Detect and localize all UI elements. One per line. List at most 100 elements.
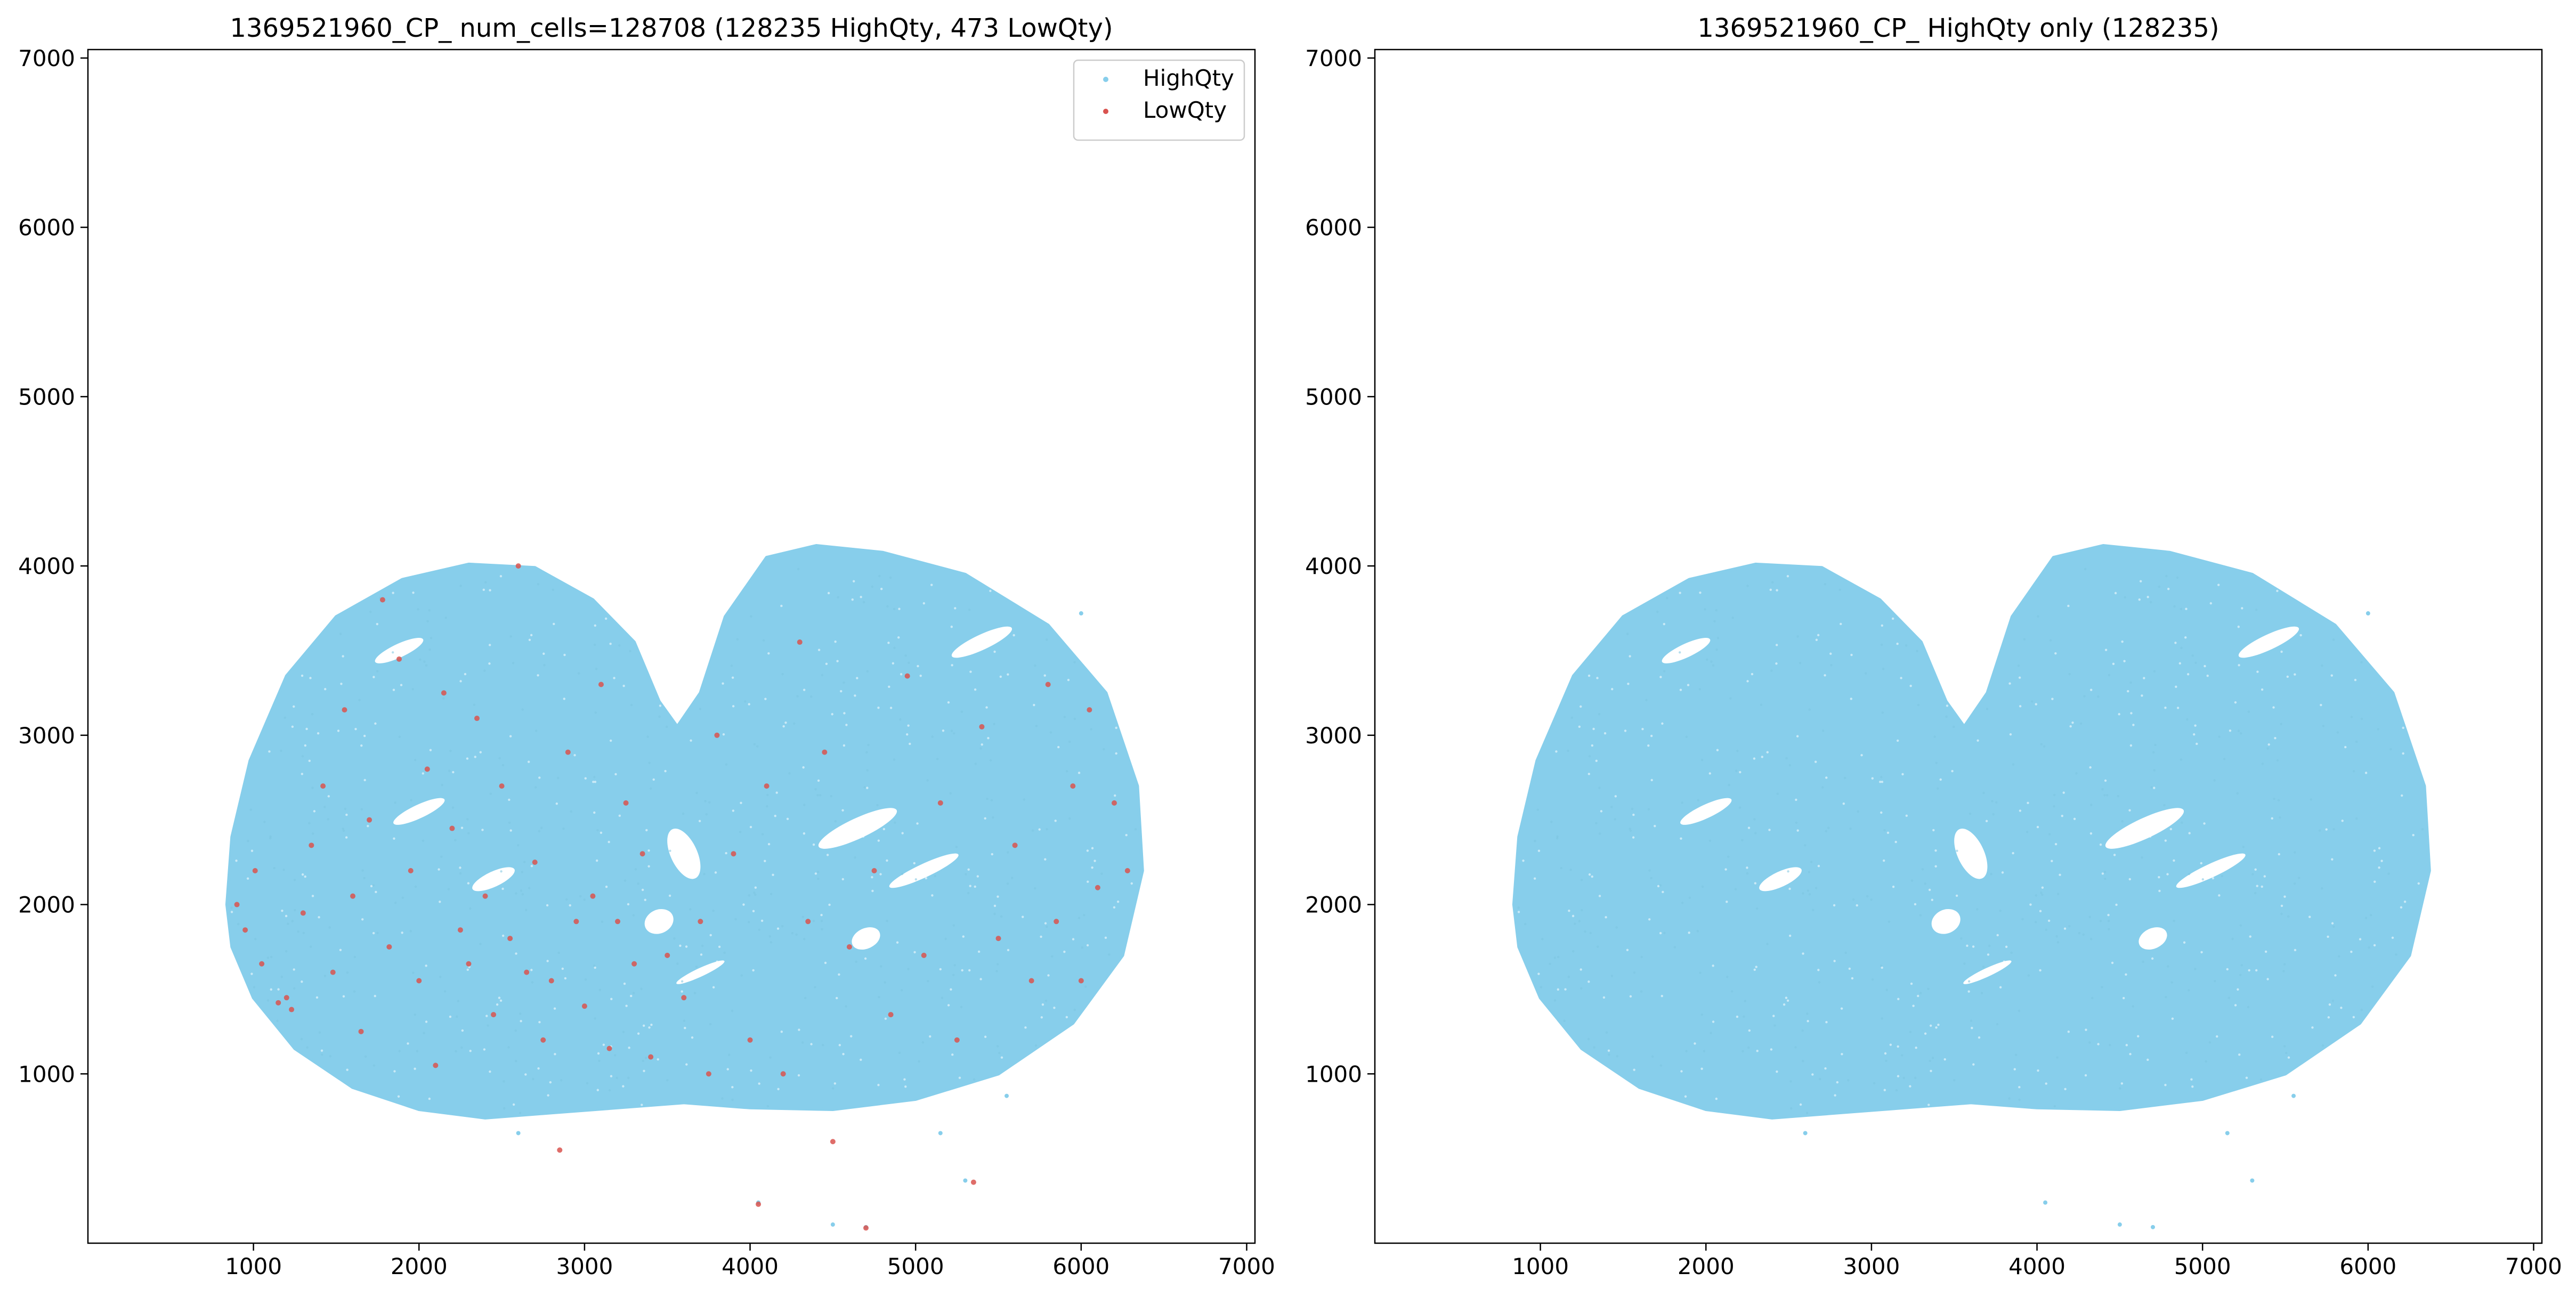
highqty-point [1741, 1050, 1744, 1053]
highqty-point [2280, 912, 2283, 915]
void [889, 853, 959, 888]
highqty-point [742, 903, 745, 906]
highqty-point [609, 739, 612, 742]
highqty-point [731, 1009, 734, 1012]
highqty-point [2285, 1051, 2288, 1055]
highqty-point [508, 821, 511, 824]
highqty-point [293, 705, 295, 708]
highqty-point [877, 706, 880, 709]
highqty-point [1540, 986, 1543, 988]
highqty-point [1598, 713, 1601, 716]
x-tick-label: 3000 [1843, 1253, 1900, 1279]
highqty-point [2103, 794, 2106, 797]
highqty-point [1517, 906, 1520, 909]
highqty-point [731, 1086, 734, 1089]
highqty-point [898, 1051, 901, 1054]
highqty-point [1929, 1024, 1932, 1027]
highqty-point [1741, 839, 1744, 841]
highqty-point [1766, 943, 1769, 945]
lowqty-point [863, 1225, 869, 1231]
highqty-point [831, 713, 833, 716]
highqty-point [1589, 931, 1592, 935]
highqty-point [2013, 1068, 2016, 1071]
highqty-point [291, 920, 294, 922]
highqty-point [1796, 635, 1799, 638]
highqty-point [2360, 717, 2363, 720]
highqty-point [602, 1043, 605, 1046]
highqty-point [1807, 1020, 1809, 1023]
highqty-point [1802, 952, 1804, 955]
highqty-point [1534, 840, 1536, 842]
highqty-point [2231, 937, 2234, 941]
highqty-point [2027, 974, 2030, 977]
highqty-point [996, 963, 999, 966]
highqty-point [1541, 938, 1544, 941]
highqty-point [1073, 717, 1076, 720]
highqty-point [996, 1045, 999, 1048]
highqty-point [648, 761, 651, 764]
highqty-point [1883, 859, 1885, 862]
highqty-point [283, 716, 286, 719]
highqty-point [871, 876, 873, 879]
highqty-point [2175, 685, 2177, 688]
highqty-point [1587, 1037, 1590, 1041]
highqty-point [2090, 938, 2093, 941]
highqty-point [901, 832, 904, 834]
highqty-point [2378, 847, 2381, 849]
highqty-point [698, 820, 701, 822]
highqty-point [1662, 890, 1664, 894]
highqty-point [1815, 638, 1818, 642]
highqty-point [594, 781, 597, 783]
lowqty-point [598, 682, 604, 687]
highqty-point [1007, 673, 1009, 676]
highqty-point [1909, 1085, 1911, 1088]
highqty-point [995, 970, 998, 972]
highqty-point [345, 836, 348, 839]
highqty-point [466, 818, 469, 821]
lowqty-point [1124, 868, 1130, 873]
highqty-point [2259, 1078, 2263, 1081]
highqty-point [2176, 576, 2179, 579]
highqty-point [1986, 708, 1989, 710]
highqty-point [2005, 945, 2008, 949]
highqty-point [842, 1052, 845, 1056]
highqty-point [416, 1050, 419, 1052]
highqty-point [2287, 915, 2290, 918]
highqty-point [417, 608, 419, 611]
highqty-point [1680, 1070, 1683, 1073]
highqty-point [1852, 898, 1855, 901]
highqty-point [837, 596, 839, 599]
highqty-point [2080, 722, 2083, 725]
lowqty-point [309, 842, 314, 848]
highqty-point [1114, 794, 1116, 797]
highqty-point [1870, 898, 1873, 901]
chart-title: 1369521960_CP_ HighQty only (128235) [1697, 13, 2219, 43]
highqty-point [605, 885, 608, 888]
highqty-point [2018, 1086, 2021, 1089]
highqty-point [2164, 1083, 2167, 1087]
highqty-point [718, 945, 721, 949]
highqty-point [893, 646, 896, 649]
highqty-point [772, 873, 774, 876]
highqty-point [2400, 906, 2403, 909]
highqty-point [1090, 728, 1092, 731]
highqty-point [320, 1049, 323, 1052]
highqty-point [1786, 575, 1789, 578]
highqty-point [538, 830, 541, 833]
highqty-point [1982, 791, 1985, 795]
lowqty-point [408, 868, 414, 873]
highqty-point [2340, 1007, 2343, 1009]
highqty-point [903, 1078, 906, 1081]
highqty-point [337, 729, 340, 732]
x-tick-label: 4000 [722, 1253, 779, 1279]
highqty-point [613, 677, 615, 679]
highqty-point [1581, 909, 1583, 912]
lowqty-point [1087, 707, 1092, 713]
highqty-point [2236, 792, 2239, 795]
highqty-point [1744, 1000, 1746, 1002]
highqty-point [802, 766, 805, 769]
highqty-point [761, 833, 764, 836]
highqty-point [1712, 964, 1714, 967]
highqty-point [2412, 833, 2415, 837]
highqty-point [1747, 826, 1751, 829]
